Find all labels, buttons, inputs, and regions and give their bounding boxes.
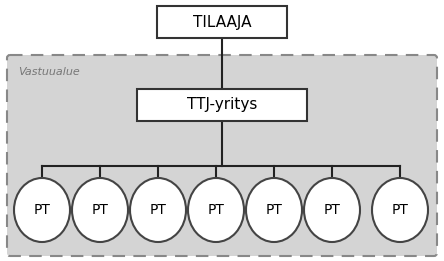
- Text: PT: PT: [207, 203, 224, 217]
- Text: PT: PT: [34, 203, 51, 217]
- Ellipse shape: [372, 178, 428, 242]
- Text: TILAAJA: TILAAJA: [193, 15, 251, 29]
- FancyBboxPatch shape: [157, 6, 287, 38]
- Ellipse shape: [188, 178, 244, 242]
- Text: PT: PT: [324, 203, 341, 217]
- Text: PT: PT: [150, 203, 166, 217]
- Text: Vastuualue: Vastuualue: [18, 67, 80, 77]
- Ellipse shape: [304, 178, 360, 242]
- Ellipse shape: [14, 178, 70, 242]
- Text: PT: PT: [392, 203, 408, 217]
- Text: PT: PT: [266, 203, 282, 217]
- Ellipse shape: [130, 178, 186, 242]
- FancyBboxPatch shape: [7, 55, 437, 256]
- Ellipse shape: [72, 178, 128, 242]
- Text: PT: PT: [91, 203, 108, 217]
- Ellipse shape: [246, 178, 302, 242]
- Text: TTJ-yritys: TTJ-yritys: [187, 98, 257, 112]
- FancyBboxPatch shape: [137, 89, 307, 121]
